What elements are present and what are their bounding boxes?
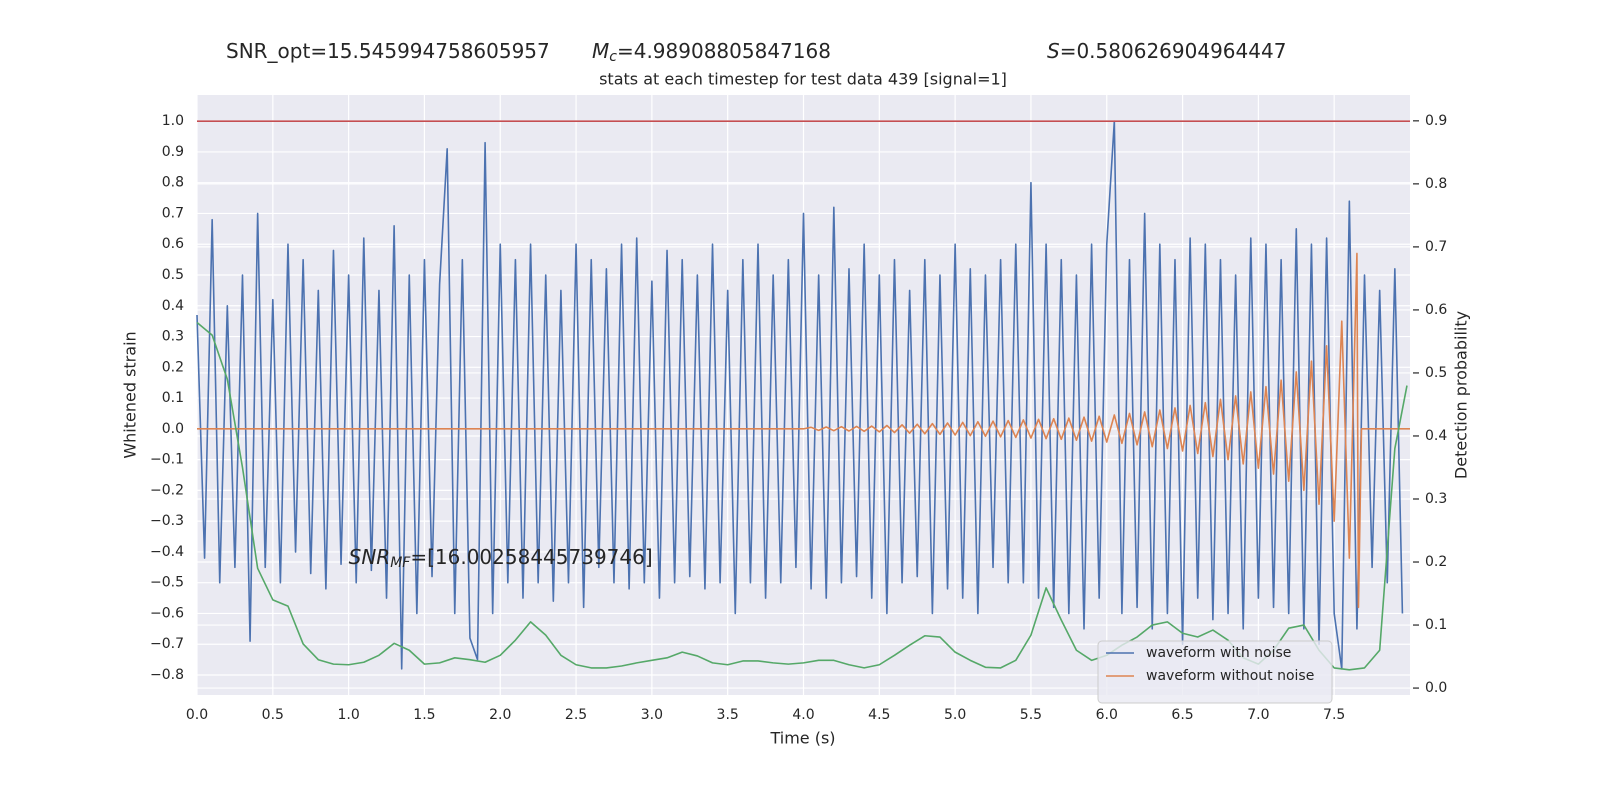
y-tick-label: 0.6 xyxy=(162,236,184,252)
y-tick-label: −0.8 xyxy=(150,667,184,683)
y-tick-label: −0.5 xyxy=(150,575,184,591)
annotation: SNRMF=[16.00258445739746] xyxy=(349,545,653,572)
x-tick-label: 0.5 xyxy=(262,707,284,723)
subscript: MF xyxy=(390,555,411,571)
x-tick-label: 2.5 xyxy=(565,707,587,723)
y2-tick-label: 0.4 xyxy=(1425,428,1447,444)
series-line xyxy=(196,120,1404,670)
legend-label: waveform with noise xyxy=(1146,645,1291,661)
series-line xyxy=(196,321,1408,671)
x-tick-label: 1.0 xyxy=(337,707,359,723)
y2-tick-label: 0.5 xyxy=(1425,365,1447,381)
y-tick-label: 0.7 xyxy=(162,205,184,221)
symbol: SNR xyxy=(349,545,391,569)
series-line xyxy=(197,252,1410,609)
y-tick-label: −0.6 xyxy=(150,605,184,621)
y-axis-label: Whitened strain xyxy=(121,331,140,458)
y2-axis-label: Detection probability xyxy=(1452,311,1471,479)
x-tick-label: 0.0 xyxy=(186,707,208,723)
y-tick-label: −0.7 xyxy=(150,636,184,652)
x-tick-label: 4.0 xyxy=(792,707,814,723)
symbol: M xyxy=(592,39,609,63)
x-axis-label: Time (s) xyxy=(769,729,835,748)
y2-tick-label: 0.1 xyxy=(1425,617,1447,633)
x-tick-label: 1.5 xyxy=(413,707,435,723)
x-tick-label: 7.5 xyxy=(1323,707,1345,723)
y-tick-label: −0.2 xyxy=(150,482,184,498)
y2-tick-label: 0.3 xyxy=(1425,491,1447,507)
text: =4.98908805847168 xyxy=(617,39,831,63)
y2-tick-label: 0.0 xyxy=(1425,680,1447,696)
text: =[16.00258445739746] xyxy=(410,545,652,569)
legend-label: waveform without noise xyxy=(1146,668,1314,684)
legend-box xyxy=(1097,640,1333,704)
y-tick-label: 0.1 xyxy=(162,390,184,406)
header-text: SNR_opt=15.545994758605957 xyxy=(226,39,550,63)
y-tick-label: −0.1 xyxy=(150,452,184,468)
text: =0.580626904964447 xyxy=(1060,39,1287,63)
x-tick-label: 6.0 xyxy=(1096,707,1118,723)
x-tick-label: 3.5 xyxy=(717,707,739,723)
x-tick-label: 5.0 xyxy=(944,707,966,723)
y-tick-label: 1.0 xyxy=(162,113,184,129)
x-tick-label: 4.5 xyxy=(868,707,890,723)
y-tick-label: 0.2 xyxy=(162,359,184,375)
y2-tick-label: 0.2 xyxy=(1425,554,1447,570)
text: SNR_opt=15.545994758605957 xyxy=(226,39,550,63)
header-text: S=0.580626904964447 xyxy=(1047,39,1286,63)
y-tick-label: 0.3 xyxy=(162,329,184,345)
y-tick-label: 0.9 xyxy=(162,144,184,160)
y-tick-label: 0.5 xyxy=(162,267,184,283)
y-tick-label: 0.4 xyxy=(162,298,184,314)
y2-tick-label: 0.9 xyxy=(1425,113,1447,129)
x-tick-label: 6.5 xyxy=(1171,707,1193,723)
chart-title: stats at each timestep for test data 439… xyxy=(599,70,1007,89)
header-text: Mc=4.98908805847168 xyxy=(592,39,831,66)
x-tick-label: 3.0 xyxy=(641,707,663,723)
x-tick-label: 5.5 xyxy=(1020,707,1042,723)
symbol: S xyxy=(1047,39,1060,63)
y-tick-label: 0.8 xyxy=(162,175,184,191)
x-tick-label: 7.0 xyxy=(1247,707,1269,723)
x-tick-label: 2.0 xyxy=(489,707,511,723)
y2-tick-label: 0.8 xyxy=(1425,176,1447,192)
y-tick-label: −0.4 xyxy=(150,544,184,560)
y-tick-label: 0.0 xyxy=(162,421,184,437)
y2-tick-label: 0.7 xyxy=(1425,239,1447,255)
y-tick-label: −0.3 xyxy=(150,513,184,529)
subscript: c xyxy=(609,49,617,65)
y2-tick-label: 0.6 xyxy=(1425,302,1447,318)
